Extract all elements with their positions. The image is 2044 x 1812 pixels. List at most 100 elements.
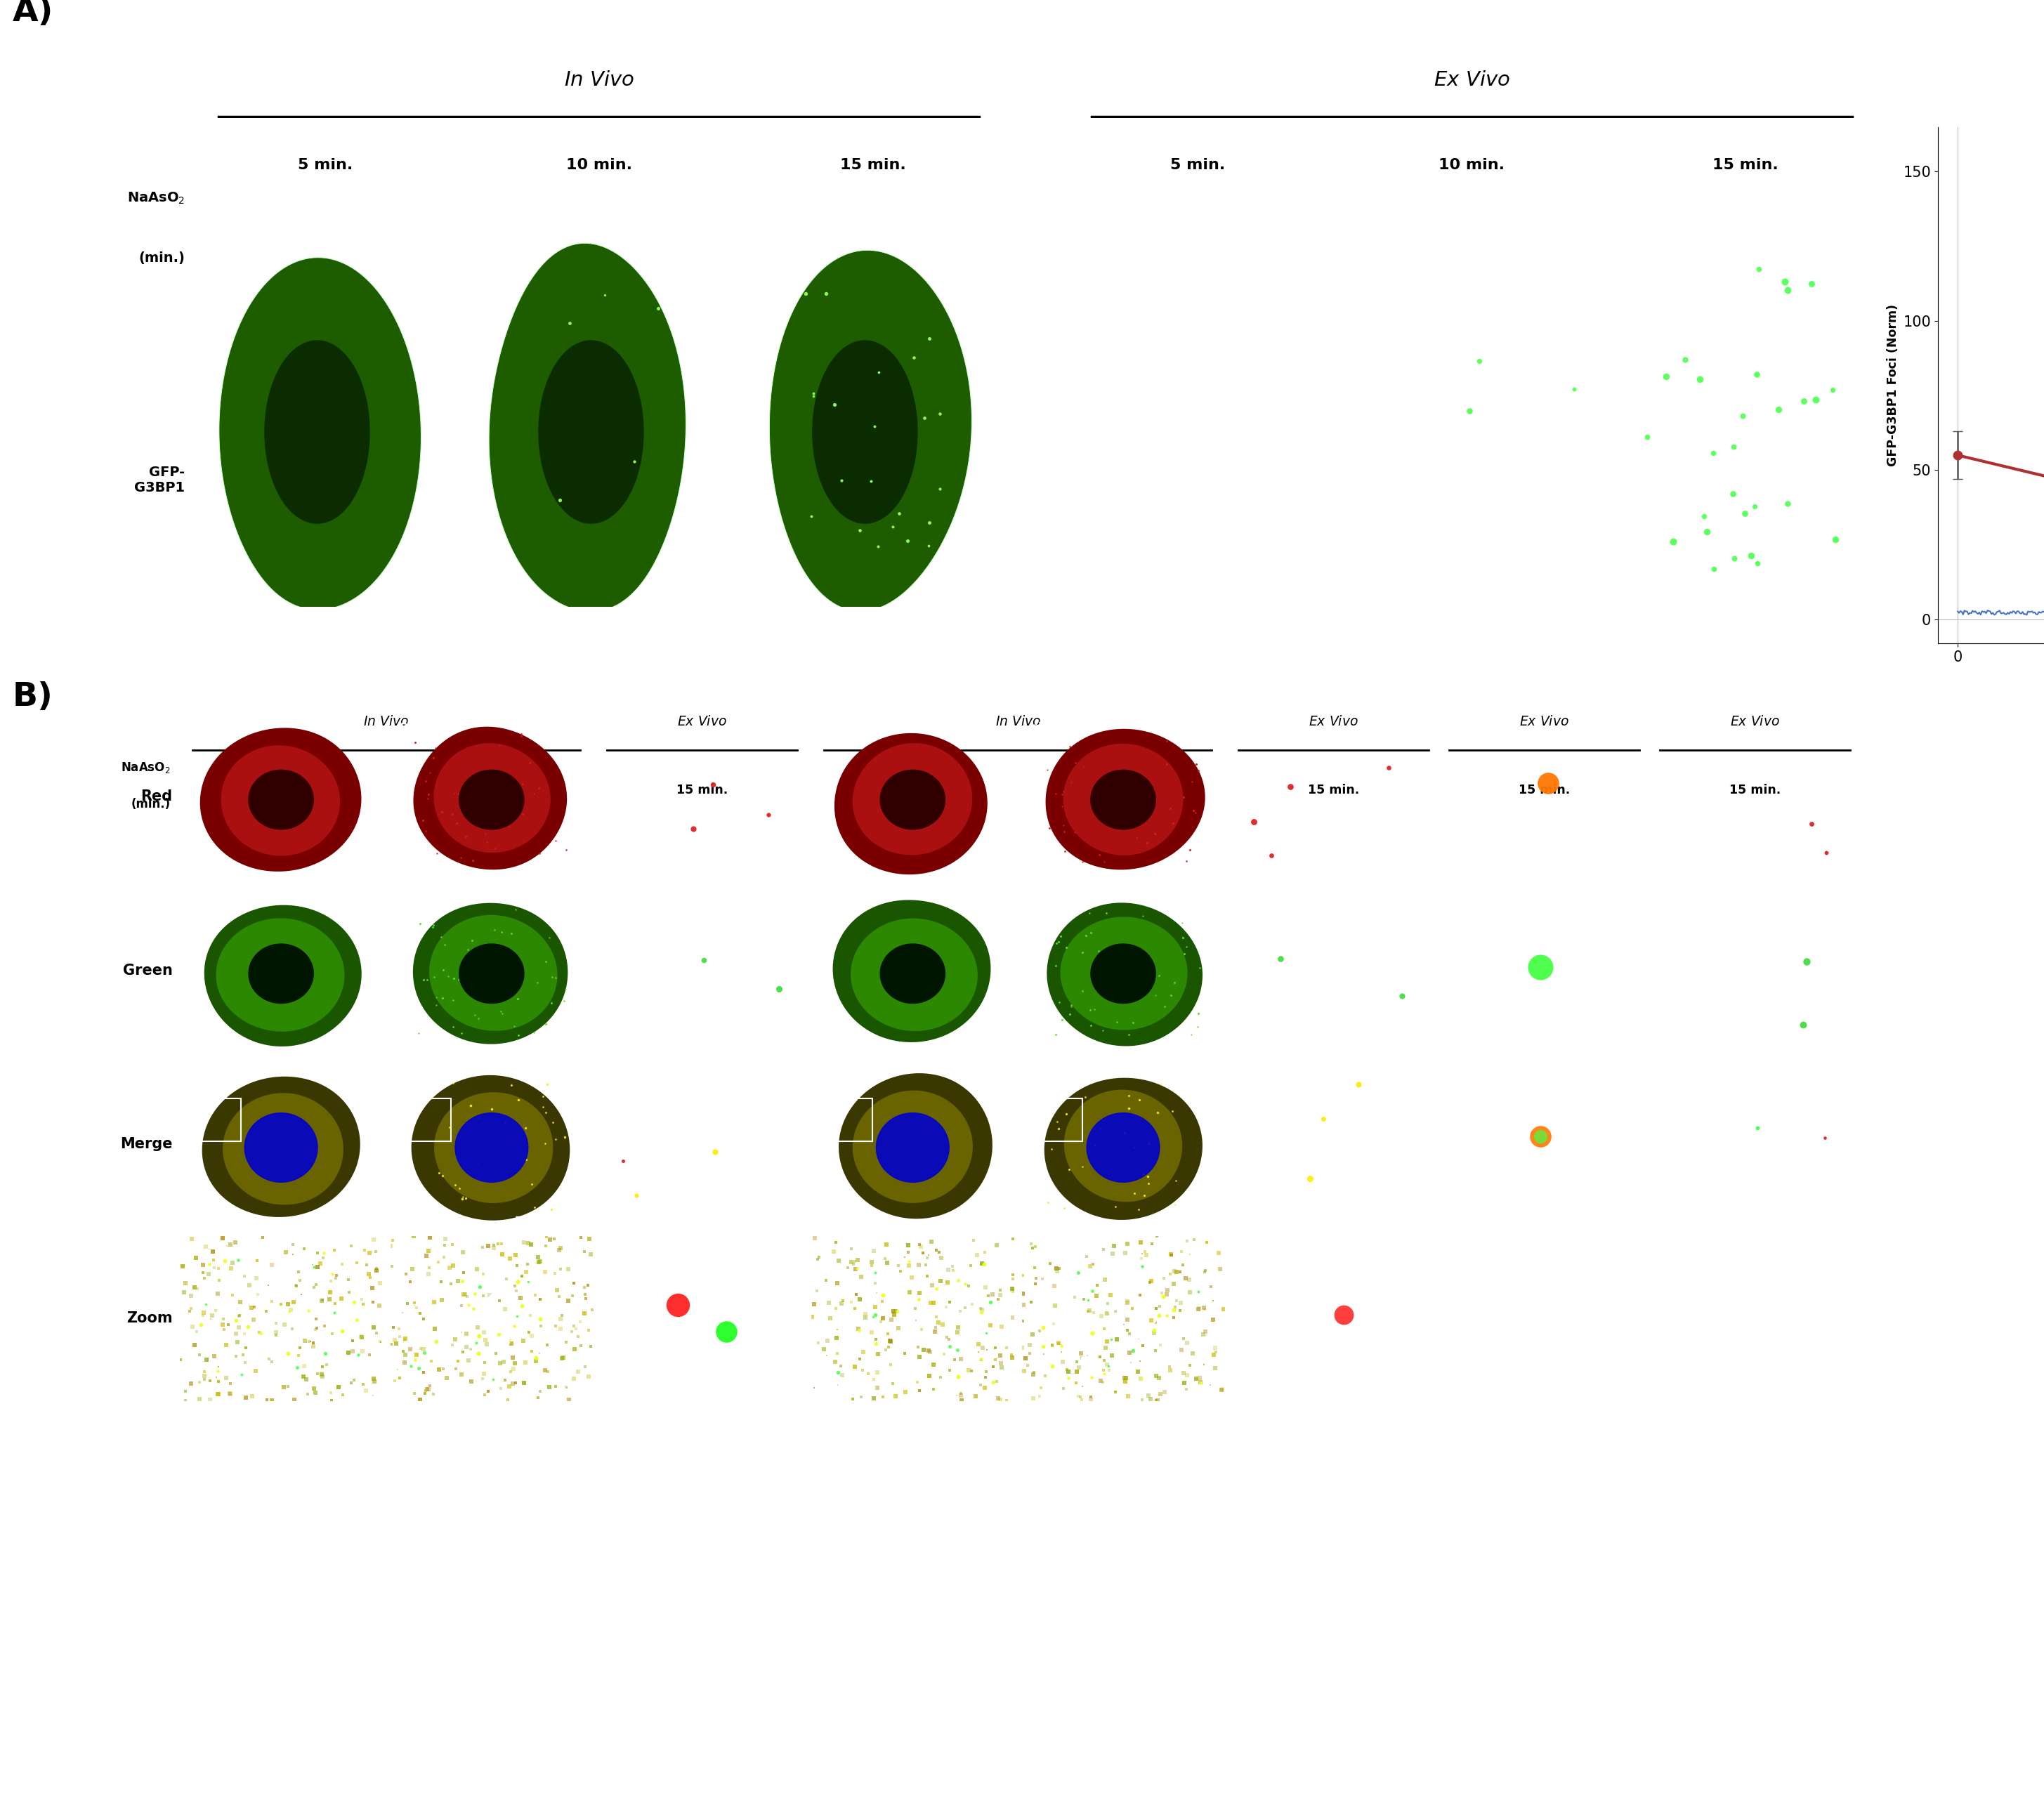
Text: 15 min.: 15 min.: [1729, 785, 1780, 795]
Text: $\it{Ex\ Vivo}$: $\it{Ex\ Vivo}$: [1519, 714, 1570, 728]
Polygon shape: [832, 901, 991, 1042]
Polygon shape: [217, 919, 345, 1031]
Polygon shape: [460, 944, 523, 1004]
Polygon shape: [456, 1113, 527, 1181]
Bar: [200, 1098, 241, 1142]
Text: 10 min.: 10 min.: [566, 158, 632, 172]
Text: 15 min.: 15 min.: [677, 785, 728, 795]
Text: eiF4G: eiF4G: [822, 723, 852, 732]
Text: 15 min.: 15 min.: [1098, 785, 1149, 795]
Polygon shape: [1047, 902, 1202, 1046]
Text: 0 min.: 0 min.: [260, 785, 303, 795]
Polygon shape: [769, 250, 971, 611]
Text: 0 min.: 0 min.: [891, 785, 934, 795]
Text: 5 min.: 5 min.: [298, 158, 352, 172]
Text: Green: Green: [123, 964, 172, 977]
Polygon shape: [460, 770, 523, 830]
Text: Zoom: Zoom: [127, 1312, 172, 1325]
Text: B): B): [12, 681, 53, 712]
Text: NaAsO$_2$: NaAsO$_2$: [127, 190, 184, 207]
Text: 15 min.: 15 min.: [466, 785, 517, 795]
Text: 15 min.: 15 min.: [1519, 785, 1570, 795]
Polygon shape: [877, 1113, 948, 1181]
Bar: [662, 1096, 703, 1136]
Text: G3BP1: G3BP1: [611, 897, 646, 906]
Text: 10 min.: 10 min.: [1439, 158, 1504, 172]
Text: 2° Only: 2° Only: [1664, 828, 1703, 837]
Text: G3BP1: G3BP1: [401, 897, 435, 906]
Polygon shape: [1091, 944, 1155, 1004]
Polygon shape: [1091, 770, 1155, 830]
Text: $\it{Ex\ Vivo}$: $\it{Ex\ Vivo}$: [1433, 71, 1511, 89]
Text: $\it{Ex\ Vivo}$: $\it{Ex\ Vivo}$: [677, 714, 728, 728]
Text: (min.): (min.): [131, 797, 170, 810]
Polygon shape: [245, 1113, 317, 1181]
Text: PABP1: PABP1: [611, 828, 644, 837]
Text: Merge: Merge: [121, 1138, 172, 1151]
Polygon shape: [202, 1076, 360, 1218]
Text: GFP-
G3BP1: GFP- G3BP1: [135, 466, 184, 495]
Text: $\it{In\ Vivo}$: $\it{In\ Vivo}$: [564, 71, 634, 89]
Text: $\it{In\ Vivo}$: $\it{In\ Vivo}$: [995, 714, 1040, 728]
Polygon shape: [266, 341, 370, 524]
Polygon shape: [850, 919, 977, 1031]
Text: G3BP1: G3BP1: [1032, 897, 1067, 906]
Text: Red: Red: [141, 790, 172, 803]
Polygon shape: [221, 745, 339, 855]
Polygon shape: [223, 1093, 343, 1205]
Polygon shape: [881, 944, 944, 1004]
Text: NaAsO$_2$: NaAsO$_2$: [121, 761, 170, 774]
Polygon shape: [413, 902, 568, 1044]
Text: 15 min.: 15 min.: [1713, 158, 1778, 172]
Polygon shape: [219, 257, 421, 611]
Text: G3BP1: G3BP1: [190, 897, 225, 906]
Polygon shape: [433, 743, 550, 853]
Polygon shape: [1061, 917, 1188, 1029]
Text: PABP1: PABP1: [190, 723, 223, 732]
Polygon shape: [249, 770, 313, 830]
Text: 1 μm: 1 μm: [1327, 1364, 1351, 1373]
Polygon shape: [1063, 743, 1183, 855]
Text: (min.): (min.): [139, 252, 184, 265]
Polygon shape: [540, 341, 644, 524]
Polygon shape: [204, 904, 362, 1047]
Text: $\it{Ex\ Vivo}$: $\it{Ex\ Vivo}$: [1308, 714, 1359, 728]
Text: 1 μm: 1 μm: [695, 1364, 719, 1373]
Text: eiF4G: eiF4G: [1032, 723, 1063, 732]
Polygon shape: [249, 944, 313, 1004]
Text: eiF4G: eiF4G: [1243, 828, 1273, 837]
Polygon shape: [838, 1073, 993, 1219]
Text: PABP1: PABP1: [401, 723, 433, 732]
Text: 5 min.: 5 min.: [1171, 158, 1224, 172]
Bar: [1343, 1122, 1380, 1158]
Text: Poly(A+): Poly(A+): [1453, 723, 1500, 732]
Polygon shape: [814, 341, 918, 524]
Polygon shape: [852, 743, 973, 855]
Text: $\it{In\ Vivo}$: $\it{In\ Vivo}$: [364, 714, 409, 728]
Text: 15 min.: 15 min.: [840, 158, 905, 172]
Text: $\it{Ex\ Vivo}$: $\it{Ex\ Vivo}$: [1729, 714, 1780, 728]
Polygon shape: [834, 734, 987, 875]
Polygon shape: [429, 915, 558, 1031]
Text: 1 μm: 1 μm: [1537, 1189, 1562, 1200]
Polygon shape: [200, 728, 362, 872]
Polygon shape: [1065, 1089, 1181, 1201]
Bar: [411, 1098, 452, 1142]
Polygon shape: [1087, 1113, 1159, 1181]
Bar: [832, 1098, 873, 1142]
Y-axis label: GFP-G3BP1 Foci (Norm): GFP-G3BP1 Foci (Norm): [1887, 304, 1899, 466]
Polygon shape: [1044, 1078, 1202, 1219]
Polygon shape: [852, 1091, 973, 1203]
Polygon shape: [489, 243, 687, 611]
Polygon shape: [433, 1093, 554, 1203]
Polygon shape: [413, 727, 566, 870]
Text: G3BP1: G3BP1: [1664, 897, 1699, 906]
Text: G3BP1: G3BP1: [1453, 897, 1488, 906]
Polygon shape: [411, 1075, 570, 1221]
Polygon shape: [881, 770, 944, 830]
Text: A): A): [12, 0, 53, 27]
Text: G3BP1: G3BP1: [822, 897, 856, 906]
Text: 15 min.: 15 min.: [1308, 785, 1359, 795]
Text: G3BP1: G3BP1: [1243, 897, 1278, 906]
Bar: [1042, 1098, 1083, 1142]
